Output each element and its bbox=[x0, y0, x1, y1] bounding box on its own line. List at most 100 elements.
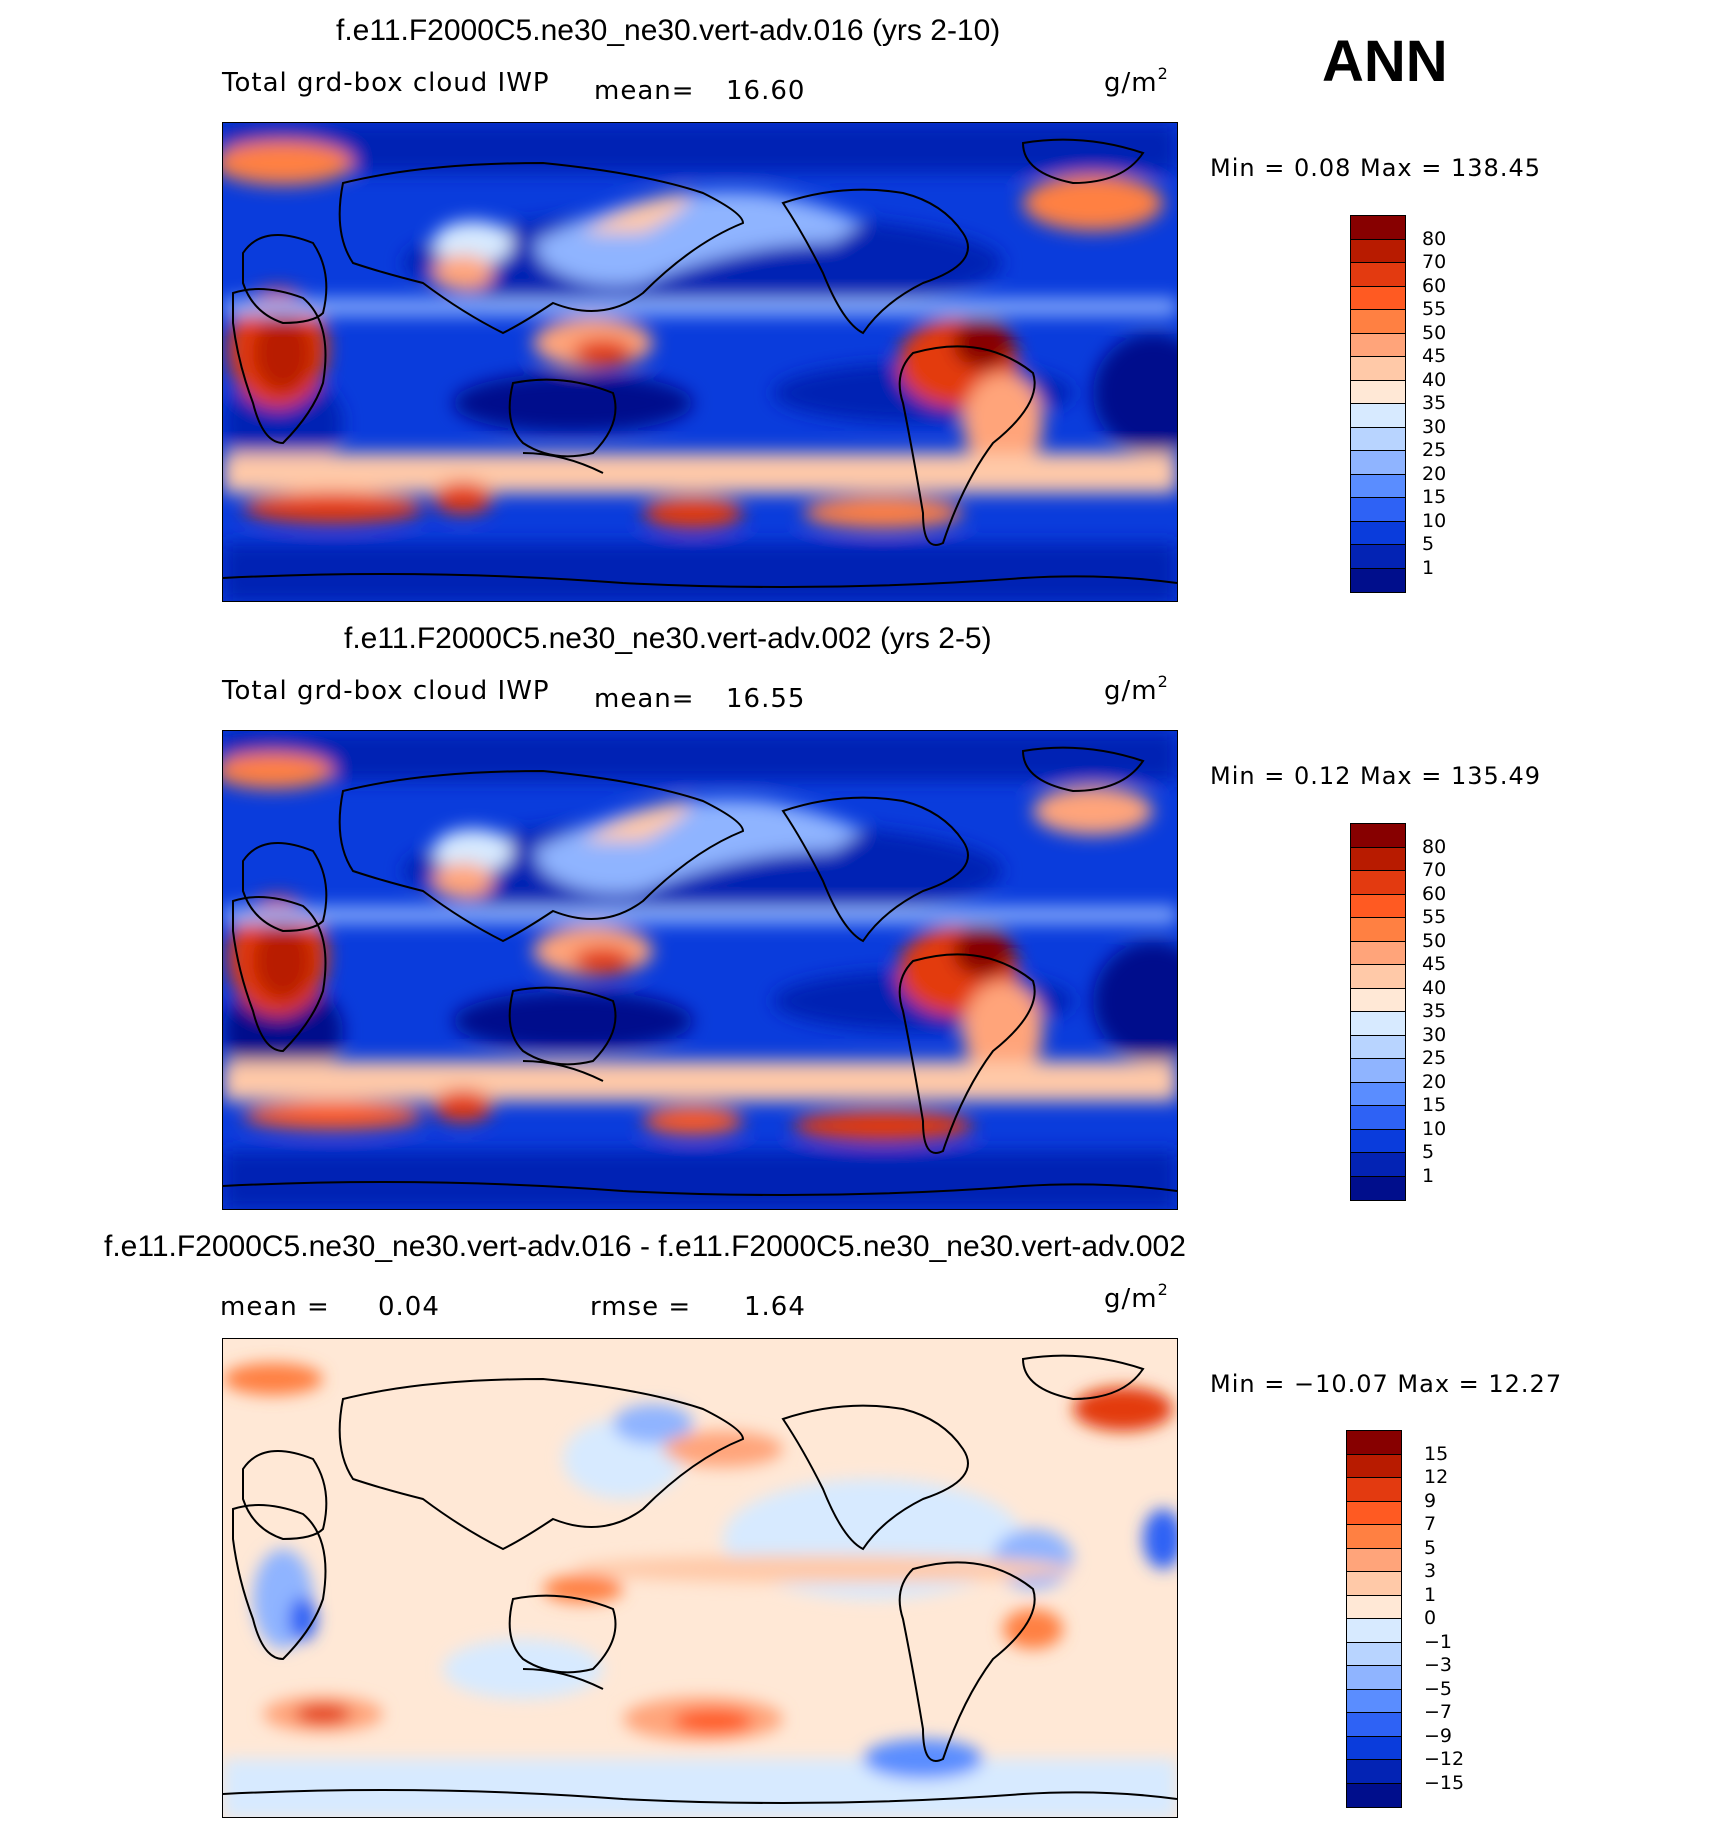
colorbar-tick-label: 12 bbox=[1424, 1466, 1449, 1488]
colorbar-tick-label: 60 bbox=[1422, 274, 1447, 297]
colorbar-tick-label: 35 bbox=[1422, 392, 1447, 414]
colorbar-tick-label: 15 bbox=[1424, 1442, 1449, 1465]
panel1-units: g/m2 bbox=[1104, 64, 1169, 98]
colorbar-tick-label: 45 bbox=[1422, 345, 1447, 367]
colorbar-swatch bbox=[1347, 1501, 1401, 1525]
colorbar-swatch bbox=[1351, 216, 1405, 240]
colorbar-swatch bbox=[1347, 1783, 1401, 1807]
colorbar-swatch bbox=[1347, 1713, 1401, 1737]
colorbar-swatch bbox=[1351, 380, 1405, 404]
colorbar-tick-label: 1 bbox=[1422, 556, 1435, 579]
colorbar-tick-label: 5 bbox=[1422, 533, 1435, 555]
colorbar-tick-label: 15 bbox=[1422, 486, 1447, 508]
panel3-mean-label: mean = bbox=[220, 1292, 330, 1322]
colorbar-swatch bbox=[1351, 1059, 1405, 1083]
colorbar-tick-label: 7 bbox=[1424, 1513, 1437, 1535]
colorbar-swatch bbox=[1351, 941, 1405, 965]
colorbar-swatch bbox=[1351, 1153, 1405, 1177]
colorbar-tick-label: 15 bbox=[1422, 1094, 1447, 1116]
colorbar-swatch bbox=[1351, 263, 1405, 287]
colorbar-swatch bbox=[1351, 1176, 1405, 1200]
colorbar-tick-label: 80 bbox=[1422, 227, 1447, 250]
colorbar-tick-label: 25 bbox=[1422, 1047, 1447, 1069]
colorbar-tick-label: 70 bbox=[1422, 859, 1447, 881]
colorbar-tick-label: 35 bbox=[1422, 1000, 1447, 1022]
colorbar-swatch bbox=[1347, 1478, 1401, 1502]
panel1-map bbox=[222, 122, 1178, 602]
panel1-minmax: Min = 0.08 Max = 138.45 bbox=[1210, 154, 1541, 182]
colorbar-tick-label: 25 bbox=[1422, 439, 1447, 461]
colorbar-swatch bbox=[1351, 286, 1405, 310]
colorbar-tick-label: −7 bbox=[1424, 1701, 1453, 1723]
panel1-mean-value: 16.60 bbox=[726, 76, 806, 106]
colorbar-swatch bbox=[1347, 1666, 1401, 1690]
colorbar-swatch bbox=[1351, 498, 1405, 522]
panel3-map bbox=[222, 1338, 1178, 1818]
colorbar-swatch bbox=[1347, 1689, 1401, 1713]
colorbar-tick-label: 55 bbox=[1422, 906, 1447, 928]
colorbar-tick-label: −3 bbox=[1424, 1654, 1453, 1676]
colorbar-swatch bbox=[1347, 1760, 1401, 1784]
colorbar-tick-label: 40 bbox=[1422, 976, 1447, 999]
colorbar-tick-label: 50 bbox=[1422, 929, 1447, 952]
colorbar-swatch bbox=[1351, 568, 1405, 592]
colorbar-swatch bbox=[1347, 1736, 1401, 1760]
colorbar-swatch bbox=[1351, 871, 1405, 895]
colorbar-tick-label: 70 bbox=[1422, 251, 1447, 273]
colorbar-tick-label: 60 bbox=[1422, 882, 1447, 905]
colorbar-tick-label: 45 bbox=[1422, 953, 1447, 975]
colorbar-swatch bbox=[1351, 1129, 1405, 1153]
colorbar-swatch bbox=[1351, 894, 1405, 918]
colorbar-tick-label: 1 bbox=[1424, 1583, 1437, 1606]
panel1-colorbar bbox=[1350, 215, 1406, 593]
colorbar-tick-label: −12 bbox=[1424, 1748, 1465, 1770]
season-label: ANN bbox=[1322, 29, 1448, 94]
colorbar-swatch bbox=[1351, 1082, 1405, 1106]
colorbar-tick-label: −5 bbox=[1424, 1677, 1453, 1700]
colorbar-swatch bbox=[1351, 965, 1405, 989]
panel1-mean-label: mean= bbox=[594, 76, 695, 106]
colorbar-tick-label: 10 bbox=[1422, 1117, 1447, 1140]
colorbar-swatch bbox=[1351, 988, 1405, 1012]
panel2-colorbar bbox=[1350, 823, 1406, 1201]
colorbar-tick-label: −9 bbox=[1424, 1724, 1453, 1747]
colorbar-swatch bbox=[1351, 333, 1405, 357]
colorbar-swatch bbox=[1351, 474, 1405, 498]
panel2-title: f.e11.F2000C5.ne30_ne30.vert-adv.002 (yr… bbox=[344, 622, 992, 655]
panel2-mean-value: 16.55 bbox=[726, 684, 806, 714]
colorbar-swatch bbox=[1351, 824, 1405, 848]
colorbar-swatch bbox=[1347, 1525, 1401, 1549]
colorbar-tick-label: −1 bbox=[1424, 1630, 1453, 1653]
colorbar-swatch bbox=[1347, 1454, 1401, 1478]
colorbar-swatch bbox=[1347, 1595, 1401, 1619]
panel3-rmse-label: rmse = bbox=[590, 1292, 692, 1322]
colorbar-swatch bbox=[1351, 357, 1405, 381]
colorbar-tick-label: 1 bbox=[1422, 1164, 1435, 1187]
colorbar-swatch bbox=[1347, 1642, 1401, 1666]
panel2-minmax: Min = 0.12 Max = 135.49 bbox=[1210, 762, 1541, 790]
colorbar-swatch bbox=[1347, 1572, 1401, 1596]
colorbar-swatch bbox=[1351, 521, 1405, 545]
colorbar-swatch bbox=[1351, 918, 1405, 942]
panel2-units: g/m2 bbox=[1104, 672, 1169, 706]
colorbar-tick-label: 20 bbox=[1422, 1070, 1447, 1093]
panel3-title: f.e11.F2000C5.ne30_ne30.vert-adv.016 - f… bbox=[104, 1230, 1186, 1263]
colorbar-tick-label: 10 bbox=[1422, 509, 1447, 532]
panel2-variable: Total grd-box cloud IWP bbox=[222, 676, 550, 706]
colorbar-swatch bbox=[1351, 1106, 1405, 1130]
panel3-rmse-value: 1.64 bbox=[744, 1292, 806, 1322]
colorbar-swatch bbox=[1351, 545, 1405, 569]
colorbar-tick-label: 5 bbox=[1422, 1141, 1435, 1163]
panel2-map bbox=[222, 730, 1178, 1210]
colorbar-swatch bbox=[1351, 847, 1405, 871]
colorbar-swatch bbox=[1351, 310, 1405, 334]
colorbar-tick-label: 9 bbox=[1424, 1489, 1437, 1512]
colorbar-tick-label: 40 bbox=[1422, 368, 1447, 391]
colorbar-swatch bbox=[1351, 1035, 1405, 1059]
panel1-title: f.e11.F2000C5.ne30_ne30.vert-adv.016 (yr… bbox=[336, 14, 1001, 47]
panel3-minmax: Min = −10.07 Max = 12.27 bbox=[1210, 1370, 1563, 1398]
panel3-colorbar bbox=[1346, 1430, 1402, 1808]
colorbar-swatch bbox=[1351, 404, 1405, 428]
colorbar-swatch bbox=[1351, 451, 1405, 475]
colorbar-tick-label: 30 bbox=[1422, 415, 1447, 438]
